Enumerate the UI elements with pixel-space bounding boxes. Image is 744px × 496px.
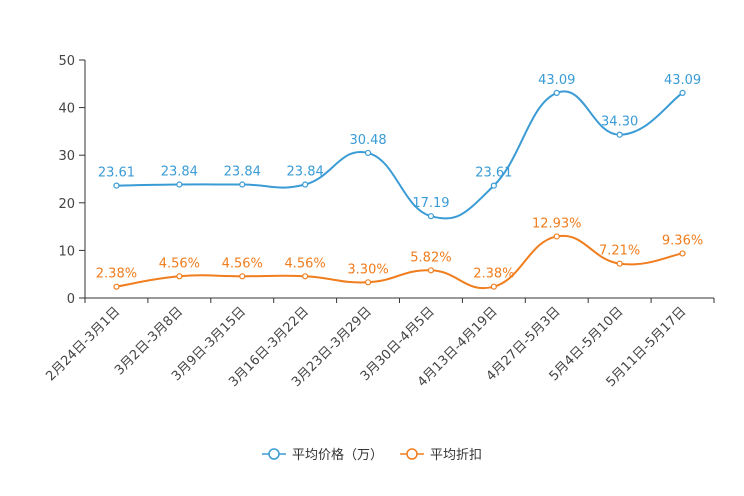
data-label: 23.61	[475, 166, 512, 181]
data-point[interactable]	[616, 131, 623, 138]
series-layer: 23.61 23.84 23.84 23.84 30.48 17.19 23.61 43.09…	[96, 73, 703, 290]
series-line	[116, 90, 684, 220]
x-tick-label: 2月24日-3月1日	[43, 304, 123, 384]
data-label: 3.30%	[347, 262, 388, 277]
data-point[interactable]	[679, 250, 686, 257]
y-tick-label: 10	[58, 244, 75, 259]
data-label: 12.93%	[532, 216, 582, 231]
y-tick-label: 30	[58, 149, 75, 164]
series-0: 23.61 23.84 23.84 23.84 30.48 17.19 23.61 43.09…	[98, 73, 701, 220]
legend-item-1[interactable]: 平均折扣	[400, 448, 482, 463]
data-label: 7.21%	[599, 244, 640, 259]
data-label: 9.36%	[662, 233, 703, 248]
data-point[interactable]	[427, 213, 435, 220]
data-label: 43.09	[538, 73, 575, 88]
data-point[interactable]	[239, 181, 246, 188]
data-point[interactable]	[490, 283, 497, 290]
data-label: 2.38%	[473, 267, 514, 282]
data-label: 43.09	[664, 73, 701, 88]
data-point[interactable]	[113, 283, 120, 290]
y-tick-label: 20	[58, 197, 75, 212]
data-label: 4.56%	[284, 256, 325, 271]
data-point[interactable]	[490, 182, 497, 189]
data-label: 30.48	[349, 133, 386, 148]
legend[interactable]: 平均价格（万） 平均折扣	[262, 447, 482, 463]
data-point[interactable]	[364, 149, 372, 157]
data-point[interactable]	[679, 89, 686, 96]
legend-label: 平均折扣	[430, 448, 482, 463]
y-axis: 0 10 20 30 40 50	[58, 54, 86, 307]
legend-item-0[interactable]: 平均价格（万）	[262, 447, 383, 463]
data-point[interactable]	[616, 260, 623, 267]
data-label: 23.84	[224, 165, 261, 180]
series-1: 2.38% 4.56% 4.56% 4.56% 3.30% 5.82% 2.38% 12.93…	[96, 216, 703, 290]
data-point[interactable]	[176, 181, 183, 188]
data-point[interactable]	[239, 273, 246, 280]
data-label: 23.84	[287, 165, 324, 180]
data-point[interactable]	[553, 89, 560, 96]
series-line	[116, 234, 683, 290]
data-point[interactable]	[302, 273, 309, 280]
data-label: 23.84	[161, 165, 198, 180]
data-label: 23.61	[98, 166, 135, 181]
data-point[interactable]	[553, 233, 560, 240]
y-tick-label: 40	[58, 102, 75, 117]
data-label: 4.56%	[159, 256, 200, 271]
data-point[interactable]	[113, 182, 120, 189]
y-tick-label: 0	[67, 292, 75, 307]
data-point[interactable]	[302, 181, 309, 188]
data-label: 4.56%	[222, 256, 263, 271]
data-point[interactable]	[176, 273, 183, 280]
x-axis: 2月24日-3月1日3月2日-3月8日3月9日-3月15日3月16日-3月22日…	[43, 297, 715, 390]
data-label: 17.19	[412, 196, 449, 211]
data-label: 2.38%	[96, 267, 137, 282]
data-label: 34.30	[601, 115, 638, 130]
y-tick-label: 50	[58, 54, 75, 69]
legend-label: 平均价格（万）	[292, 447, 383, 463]
legend-marker-icon	[268, 448, 280, 460]
legend-marker-icon	[406, 448, 418, 460]
data-point[interactable]	[364, 279, 372, 286]
data-point[interactable]	[427, 267, 435, 274]
data-label: 5.82%	[410, 250, 451, 265]
